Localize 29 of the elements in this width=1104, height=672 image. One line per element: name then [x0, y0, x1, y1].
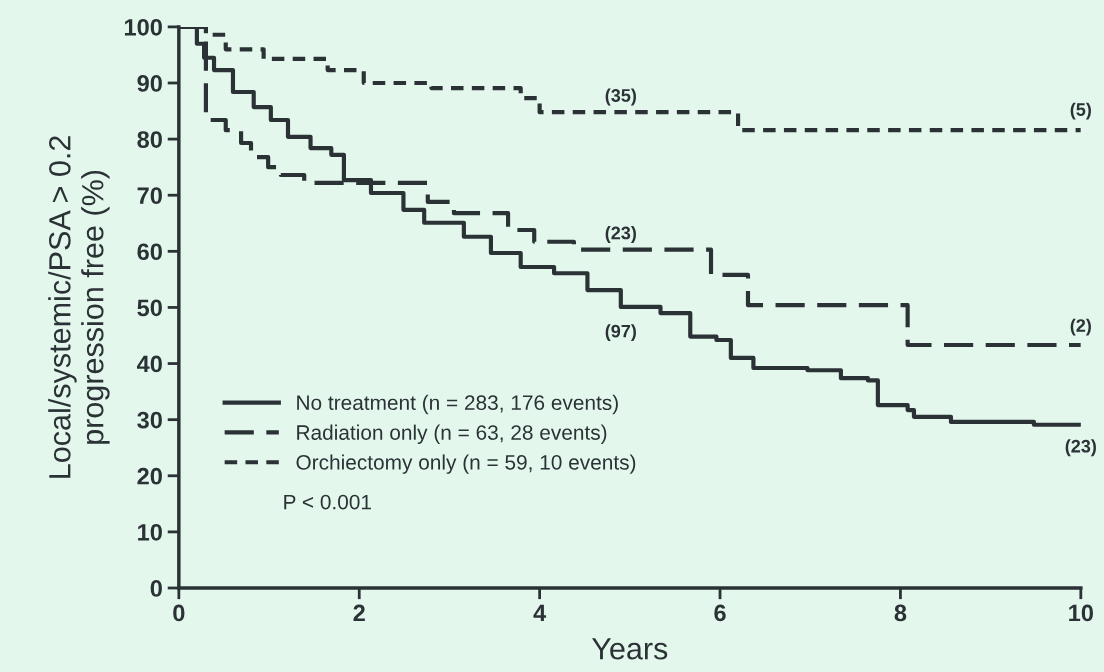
annotation: (23): [605, 226, 636, 243]
y-tick-label: 90: [137, 75, 162, 92]
annotation: (23): [1065, 439, 1096, 457]
annotation: (97): [605, 324, 636, 342]
y-axis-title: Local/systemic/PSA > 0.2 progression free (%): [48, 136, 110, 478]
y-tick-label: 80: [137, 131, 162, 148]
y-tick-label: 30: [137, 411, 162, 429]
legend-label: No treatment (n = 283, 176 events): [297, 394, 618, 415]
x-tick-label: 4: [533, 604, 547, 622]
y-tick-label: 10: [138, 523, 162, 541]
y-tick-label: 100: [124, 18, 162, 36]
y-tick-label: 0: [150, 580, 162, 597]
annotation: (35): [605, 88, 636, 106]
x-tick-label: 0: [173, 604, 185, 622]
x-axis-title: Years: [591, 638, 668, 660]
y-tick-label: 70: [137, 187, 162, 204]
annotation: (2): [1070, 318, 1091, 336]
legend-label: Radiation only (n = 63, 28 events): [297, 424, 607, 445]
x-tick-label: 8: [894, 604, 907, 622]
y-tick-label: 40: [136, 355, 162, 373]
y-tick-label: 60: [137, 243, 162, 261]
y-tick-label: 50: [137, 299, 162, 317]
legend-label: Orchiectomy only (n = 59, 10 events): [296, 454, 636, 474]
x-tick-label: 2: [353, 604, 365, 622]
y-tick-label: 20: [137, 467, 162, 485]
annotation: (5): [1070, 102, 1091, 120]
annotation: P < 0.001: [284, 494, 371, 510]
x-tick-label: 6: [714, 604, 726, 622]
x-tick-label: 10: [1069, 604, 1093, 622]
